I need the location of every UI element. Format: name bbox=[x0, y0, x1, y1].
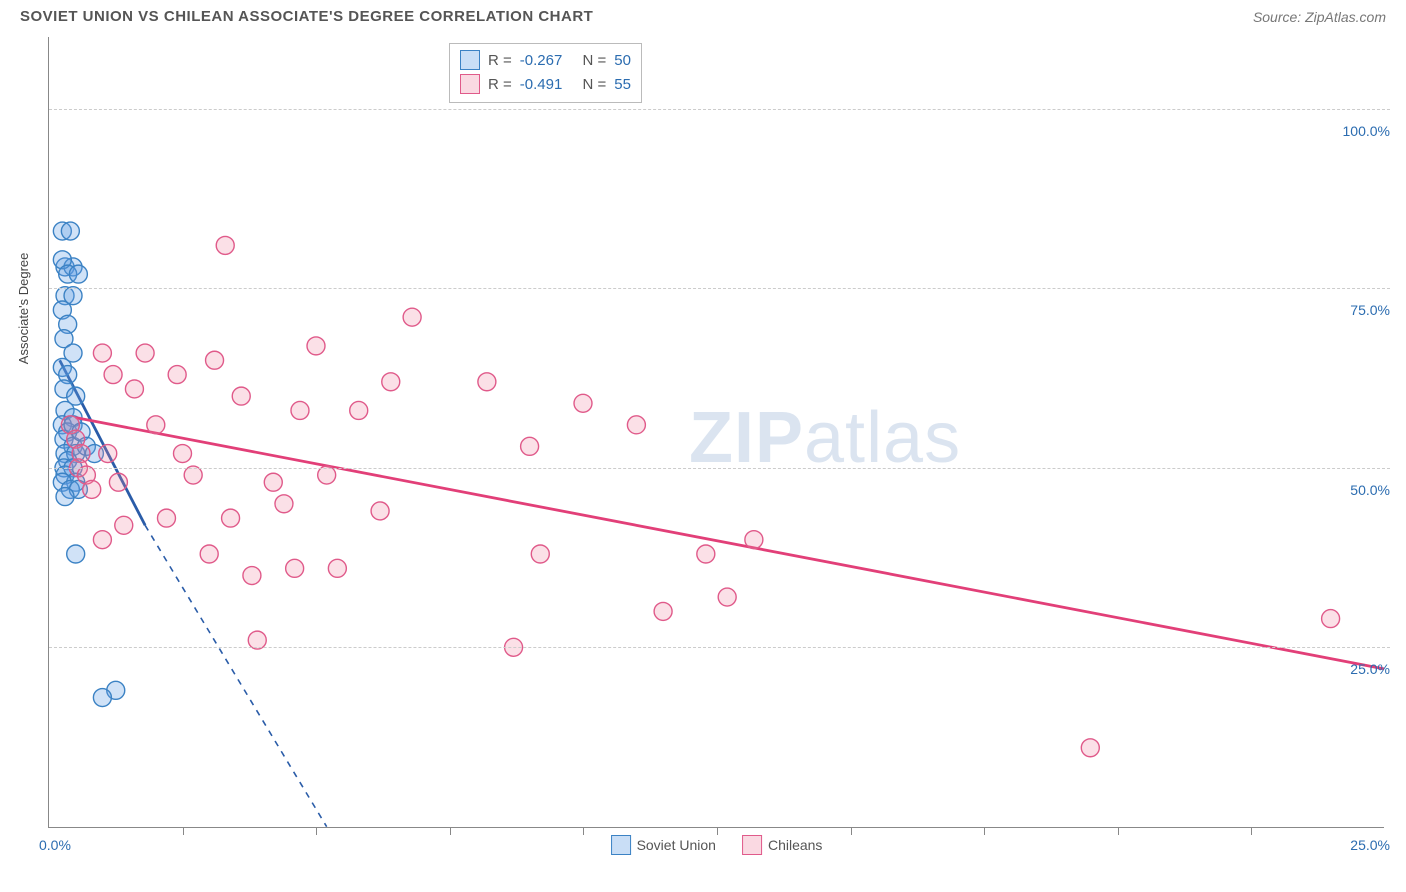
swatch-pink-icon bbox=[460, 74, 480, 94]
x-tick bbox=[183, 827, 184, 835]
legend-label-2: Chileans bbox=[768, 837, 822, 853]
chart-title: SOVIET UNION VS CHILEAN ASSOCIATE'S DEGR… bbox=[20, 8, 593, 25]
legend: Soviet Union Chileans bbox=[611, 835, 823, 855]
x-tick bbox=[316, 827, 317, 835]
y-tick-label: 100.0% bbox=[1343, 123, 1390, 139]
x-tick bbox=[717, 827, 718, 835]
header: SOVIET UNION VS CHILEAN ASSOCIATE'S DEGR… bbox=[0, 0, 1406, 37]
gridline bbox=[49, 647, 1390, 648]
y-tick-label: 50.0% bbox=[1350, 482, 1390, 498]
corr-row-1: R = -0.267 N = 50 bbox=[460, 48, 631, 72]
x-tick bbox=[450, 827, 451, 835]
swatch-blue-icon bbox=[611, 835, 631, 855]
y-axis-title: Associate's Degree bbox=[16, 253, 31, 365]
x-label-right: 25.0% bbox=[1350, 837, 1390, 853]
corr-r2: -0.491 bbox=[520, 76, 563, 93]
x-tick bbox=[583, 827, 584, 835]
legend-item-chilean: Chileans bbox=[742, 835, 822, 855]
x-tick bbox=[851, 827, 852, 835]
corr-row-2: R = -0.491 N = 55 bbox=[460, 72, 631, 96]
x-label-left: 0.0% bbox=[39, 837, 71, 853]
corr-n1: 50 bbox=[614, 52, 631, 69]
corr-r1: -0.267 bbox=[520, 52, 563, 69]
x-tick bbox=[1118, 827, 1119, 835]
corr-n-label: N = bbox=[582, 52, 606, 69]
source-label: Source: ZipAtlas.com bbox=[1253, 9, 1386, 25]
correlation-box: R = -0.267 N = 50 R = -0.491 N = 55 bbox=[449, 43, 642, 103]
x-tick bbox=[1251, 827, 1252, 835]
corr-n2: 55 bbox=[614, 76, 631, 93]
y-tick-label: 75.0% bbox=[1350, 302, 1390, 318]
legend-item-soviet: Soviet Union bbox=[611, 835, 716, 855]
corr-n-label2: N = bbox=[582, 76, 606, 93]
x-tick bbox=[984, 827, 985, 835]
swatch-pink-icon bbox=[742, 835, 762, 855]
gridline bbox=[49, 468, 1390, 469]
corr-r-label: R = bbox=[488, 52, 512, 69]
chart-area: ZIPatlas R = -0.267 N = 50 R = -0.491 N … bbox=[48, 37, 1384, 828]
plot-svg bbox=[49, 37, 1384, 827]
gridline bbox=[49, 109, 1390, 110]
corr-r-label2: R = bbox=[488, 76, 512, 93]
gridline bbox=[49, 288, 1390, 289]
legend-label-1: Soviet Union bbox=[637, 837, 716, 853]
y-tick-label: 25.0% bbox=[1350, 661, 1390, 677]
swatch-blue-icon bbox=[460, 50, 480, 70]
